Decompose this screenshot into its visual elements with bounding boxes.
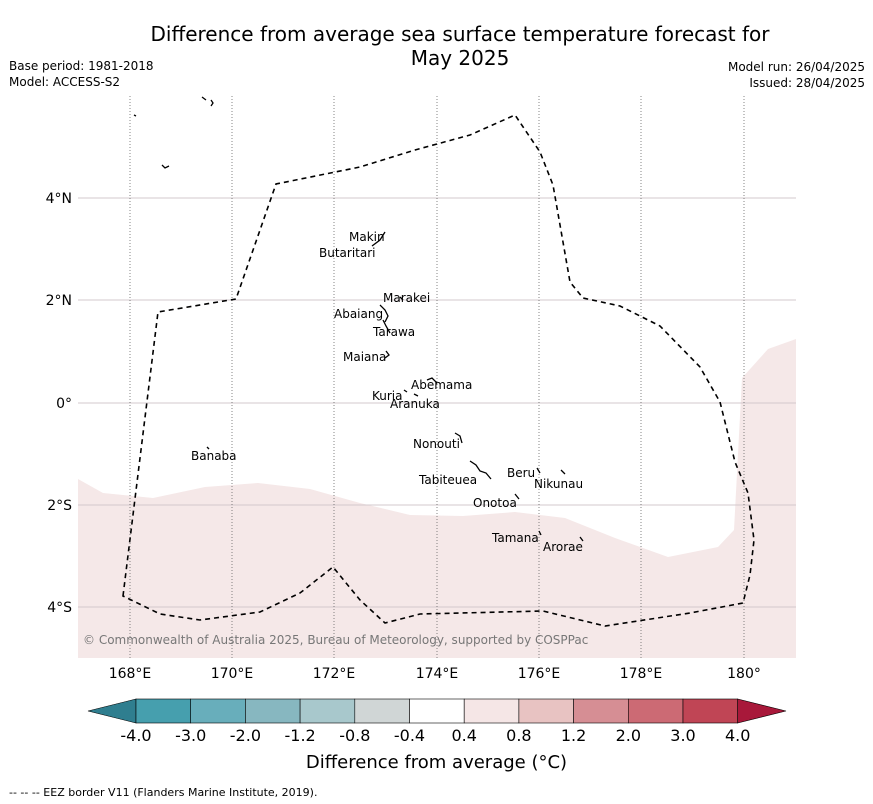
lon-tick-180: 180° — [727, 666, 761, 682]
colorbar-tick-label: 4.0 — [724, 726, 751, 745]
colorbar-tick-label: 2.0 — [615, 726, 642, 745]
colorbar-tick-label: -4.0 — [120, 726, 152, 745]
colorbar-segment — [409, 698, 465, 724]
colorbar-segment — [627, 698, 684, 724]
lon-tick-178e: 178°E — [620, 666, 663, 682]
lat-tick-4s: 4°S — [47, 600, 72, 616]
lon-gridlines — [129, 96, 745, 658]
map-title: Difference from average sea surface temp… — [0, 22, 873, 70]
colorbar-segment — [682, 698, 739, 724]
map-title-line1: Difference from average sea surface temp… — [150, 22, 770, 46]
place-label-arorae: Arorae — [543, 540, 583, 554]
lat-tick-2s: 2°S — [47, 498, 72, 514]
model-run: Model run: 26/04/2025 — [727, 60, 865, 74]
place-label-tabiteuea: Tabiteuea — [418, 473, 477, 487]
place-label-tarawa: Tarawa — [372, 325, 415, 339]
meta-right: Model run: 26/04/2025 Issued: 28/04/2025 — [728, 59, 865, 91]
colorbar-arrow-high — [737, 698, 787, 724]
place-label-nonouti: Nonouti — [413, 437, 460, 451]
colorbar-tick-label: -1.2 — [284, 726, 316, 745]
warm-anomaly-area — [78, 339, 796, 658]
colorbar-segment — [354, 698, 410, 724]
lon-tick-168e: 168°E — [109, 666, 152, 682]
eez-border-note: -- -- -- EEZ border V11 (Flanders Marine… — [9, 786, 318, 799]
lon-tick-172e: 172°E — [313, 666, 356, 682]
colorbar-segment — [518, 698, 574, 724]
lon-tick-labels: 168°E 170°E 172°E 174°E 176°E 178°E 180° — [109, 666, 761, 682]
colorbar-tick-label: 1.2 — [560, 726, 587, 745]
lat-tick-4n: 4°N — [46, 191, 72, 207]
colorbar-segment — [245, 698, 301, 724]
colorbar-tick-label: 0.4 — [451, 726, 477, 745]
place-label-beru: Beru — [507, 466, 535, 480]
place-label-nikunau: Nikunau — [534, 477, 583, 491]
place-label-makin: Makin — [349, 230, 385, 244]
place-labels: Makin Butaritari Marakei Abaiang Tarawa … — [191, 230, 583, 554]
colorbar-tick-label: -0.8 — [339, 726, 371, 745]
lat-tick-2n: 2°N — [46, 293, 72, 309]
colorbar-tick-label: 3.0 — [670, 726, 696, 745]
colorbar-segment — [135, 698, 192, 724]
colorbar-tick-label: -2.0 — [229, 726, 261, 745]
eez-border — [122, 113, 755, 627]
place-label-abemama: Abemama — [411, 378, 472, 392]
colorbar-arrow-low — [87, 698, 137, 724]
lat-tick-labels: 4°N 2°N 0° 2°S 4°S — [46, 191, 73, 616]
place-label-tamana: Tamana — [491, 531, 539, 545]
place-label-abaiang: Abaiang — [334, 307, 383, 321]
colorbar-tick-label: 0.8 — [506, 726, 532, 745]
place-label-onotoa: Onotoa — [473, 496, 517, 510]
place-label-butaritari: Butaritari — [319, 246, 376, 260]
colorbar-segment — [299, 698, 356, 724]
lon-tick-176e: 176°E — [518, 666, 561, 682]
colorbar-segment — [463, 698, 520, 724]
colorbar — [87, 698, 787, 724]
colorbar-segment — [573, 698, 629, 724]
lat-tick-0: 0° — [56, 396, 72, 412]
place-label-marakei: Marakei — [383, 291, 430, 305]
place-label-maiana: Maiana — [343, 350, 386, 364]
colorbar-label: Difference from average (°C) — [305, 752, 568, 773]
base-period: Base period: 1981-2018 — [9, 59, 154, 73]
copyright-notice: © Commonwealth of Australia 2025, Bureau… — [83, 633, 588, 647]
island-outlines — [133, 96, 584, 542]
place-label-kuria: Kuria — [372, 389, 403, 403]
colorbar-segment — [190, 698, 246, 724]
model-name: Model: ACCESS-S2 — [9, 75, 121, 89]
map-title-line2: May 2025 — [410, 46, 510, 70]
meta-left: Base period: 1981-2018 Model: ACCESS-S2 — [9, 58, 154, 90]
colorbar-tick-label: -0.4 — [393, 726, 426, 745]
issued-date: Issued: 28/04/2025 — [749, 76, 865, 90]
place-label-banaba: Banaba — [191, 449, 237, 463]
lon-tick-170e: 170°E — [211, 666, 254, 682]
place-label-aranuka: Aranuka — [390, 397, 440, 411]
colorbar-tick-label: -3.0 — [175, 726, 207, 745]
lon-tick-174e: 174°E — [416, 666, 459, 682]
